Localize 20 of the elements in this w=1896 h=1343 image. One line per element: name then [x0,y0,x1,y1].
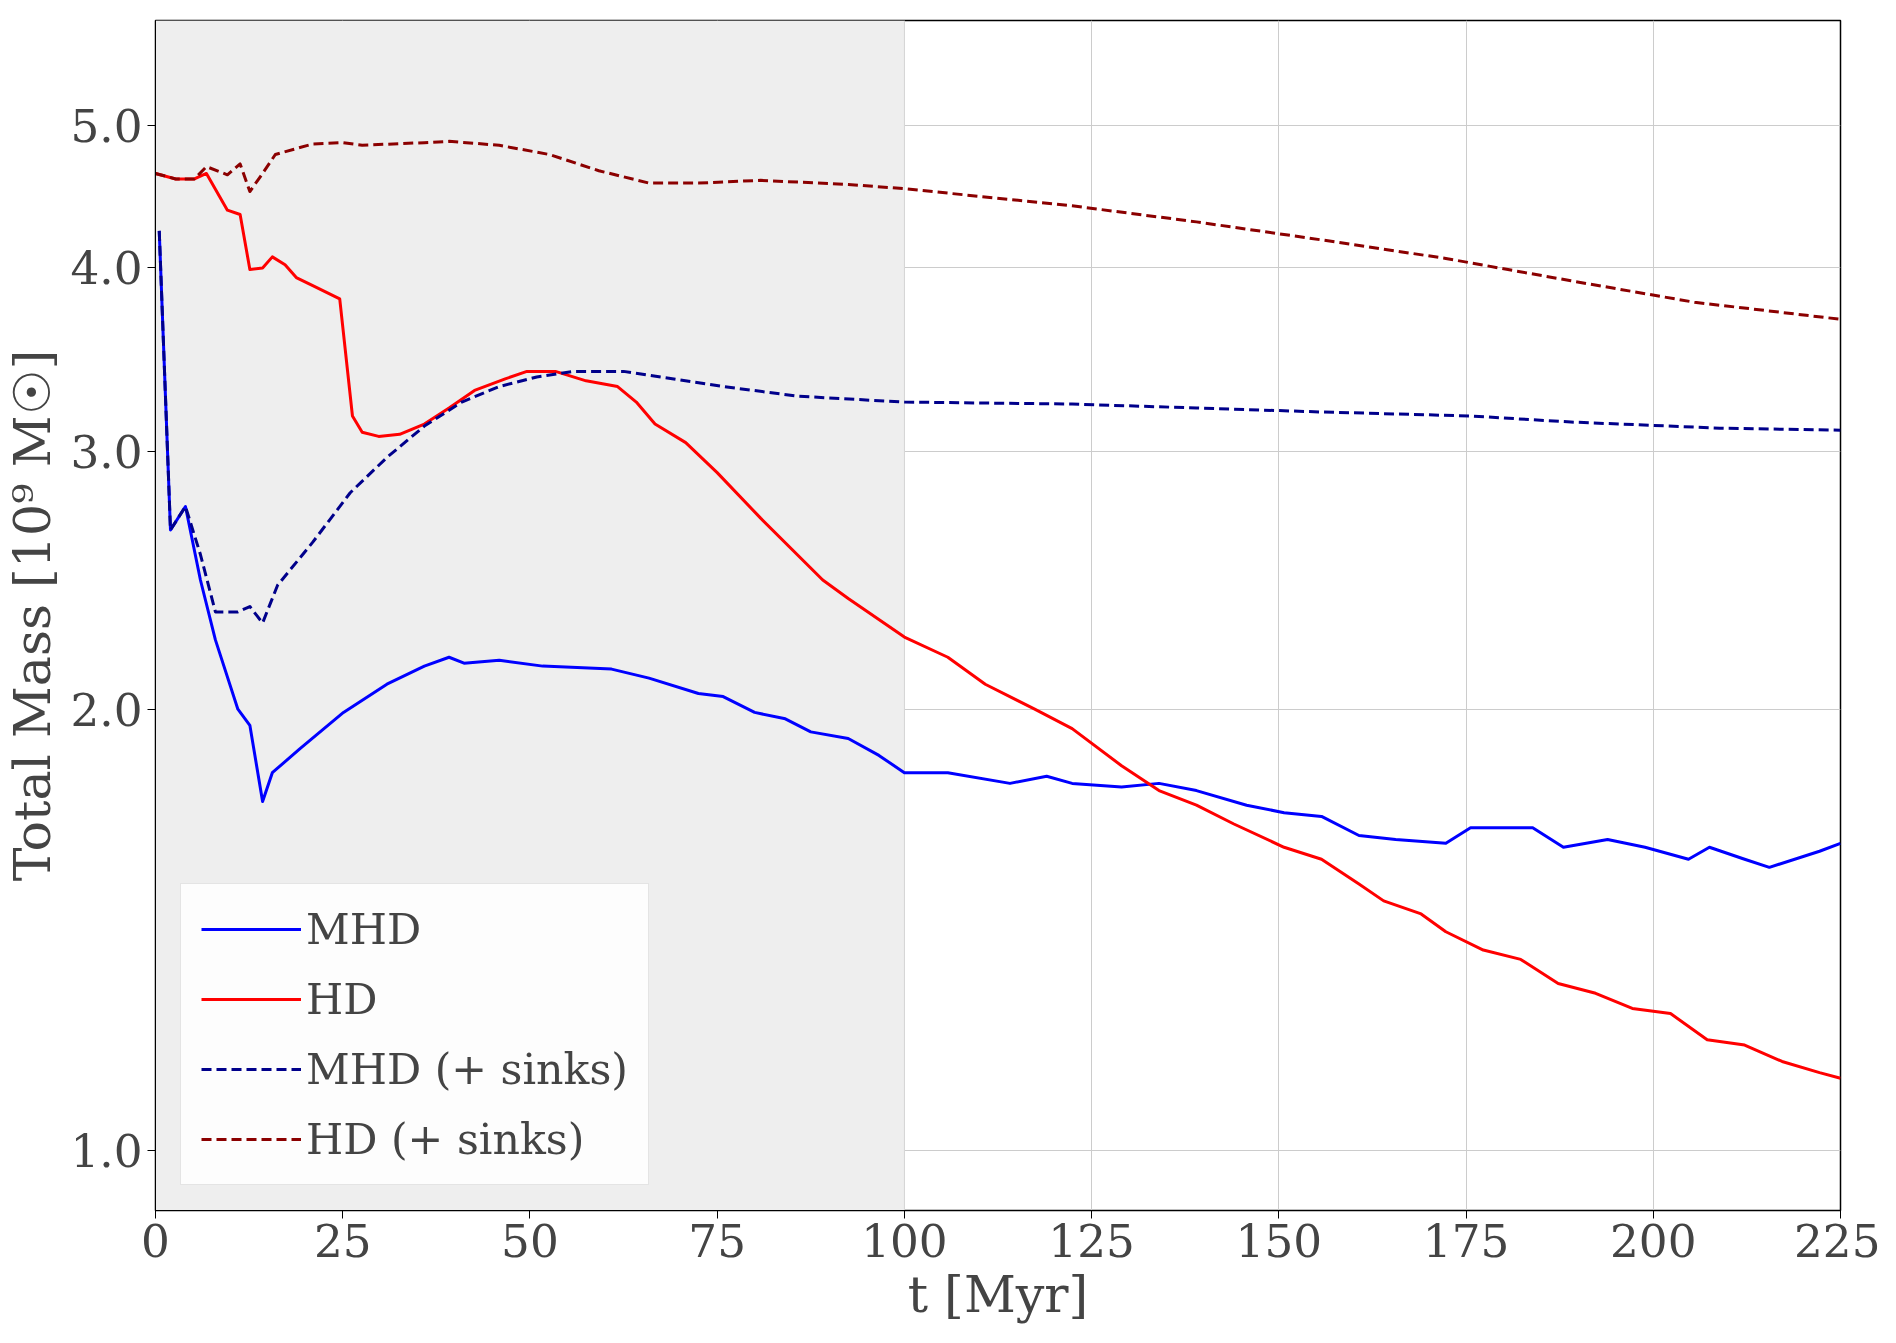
y-tick-label: 2.0 [70,683,143,737]
x-tick-label: 175 [1422,1214,1510,1268]
y-tick-label: 5.0 [70,100,143,154]
legend-label: MHD (+ sinks) [306,1044,628,1094]
line-series [155,139,1841,321]
y-axis-title: Total Mass [10⁹ M☉] [3,349,63,882]
x-tick-label: 50 [501,1214,559,1268]
legend-label: HD [306,974,378,1024]
line-series [157,229,1841,625]
legend-label: MHD [306,904,422,954]
x-tick-label: 25 [313,1214,372,1268]
y-tick-label: 3.0 [70,425,143,479]
x-tick-label: 75 [688,1214,747,1268]
legend-label: HD (+ sinks) [306,1114,585,1164]
y-tick-label: 1.0 [70,1124,143,1178]
x-tick-label: 225 [1793,1214,1881,1268]
y-tick-label: 4.0 [70,242,143,296]
x-tick-label: 0 [141,1214,170,1268]
x-tick-label: 200 [1610,1214,1697,1268]
x-tick-label: 150 [1235,1214,1323,1268]
